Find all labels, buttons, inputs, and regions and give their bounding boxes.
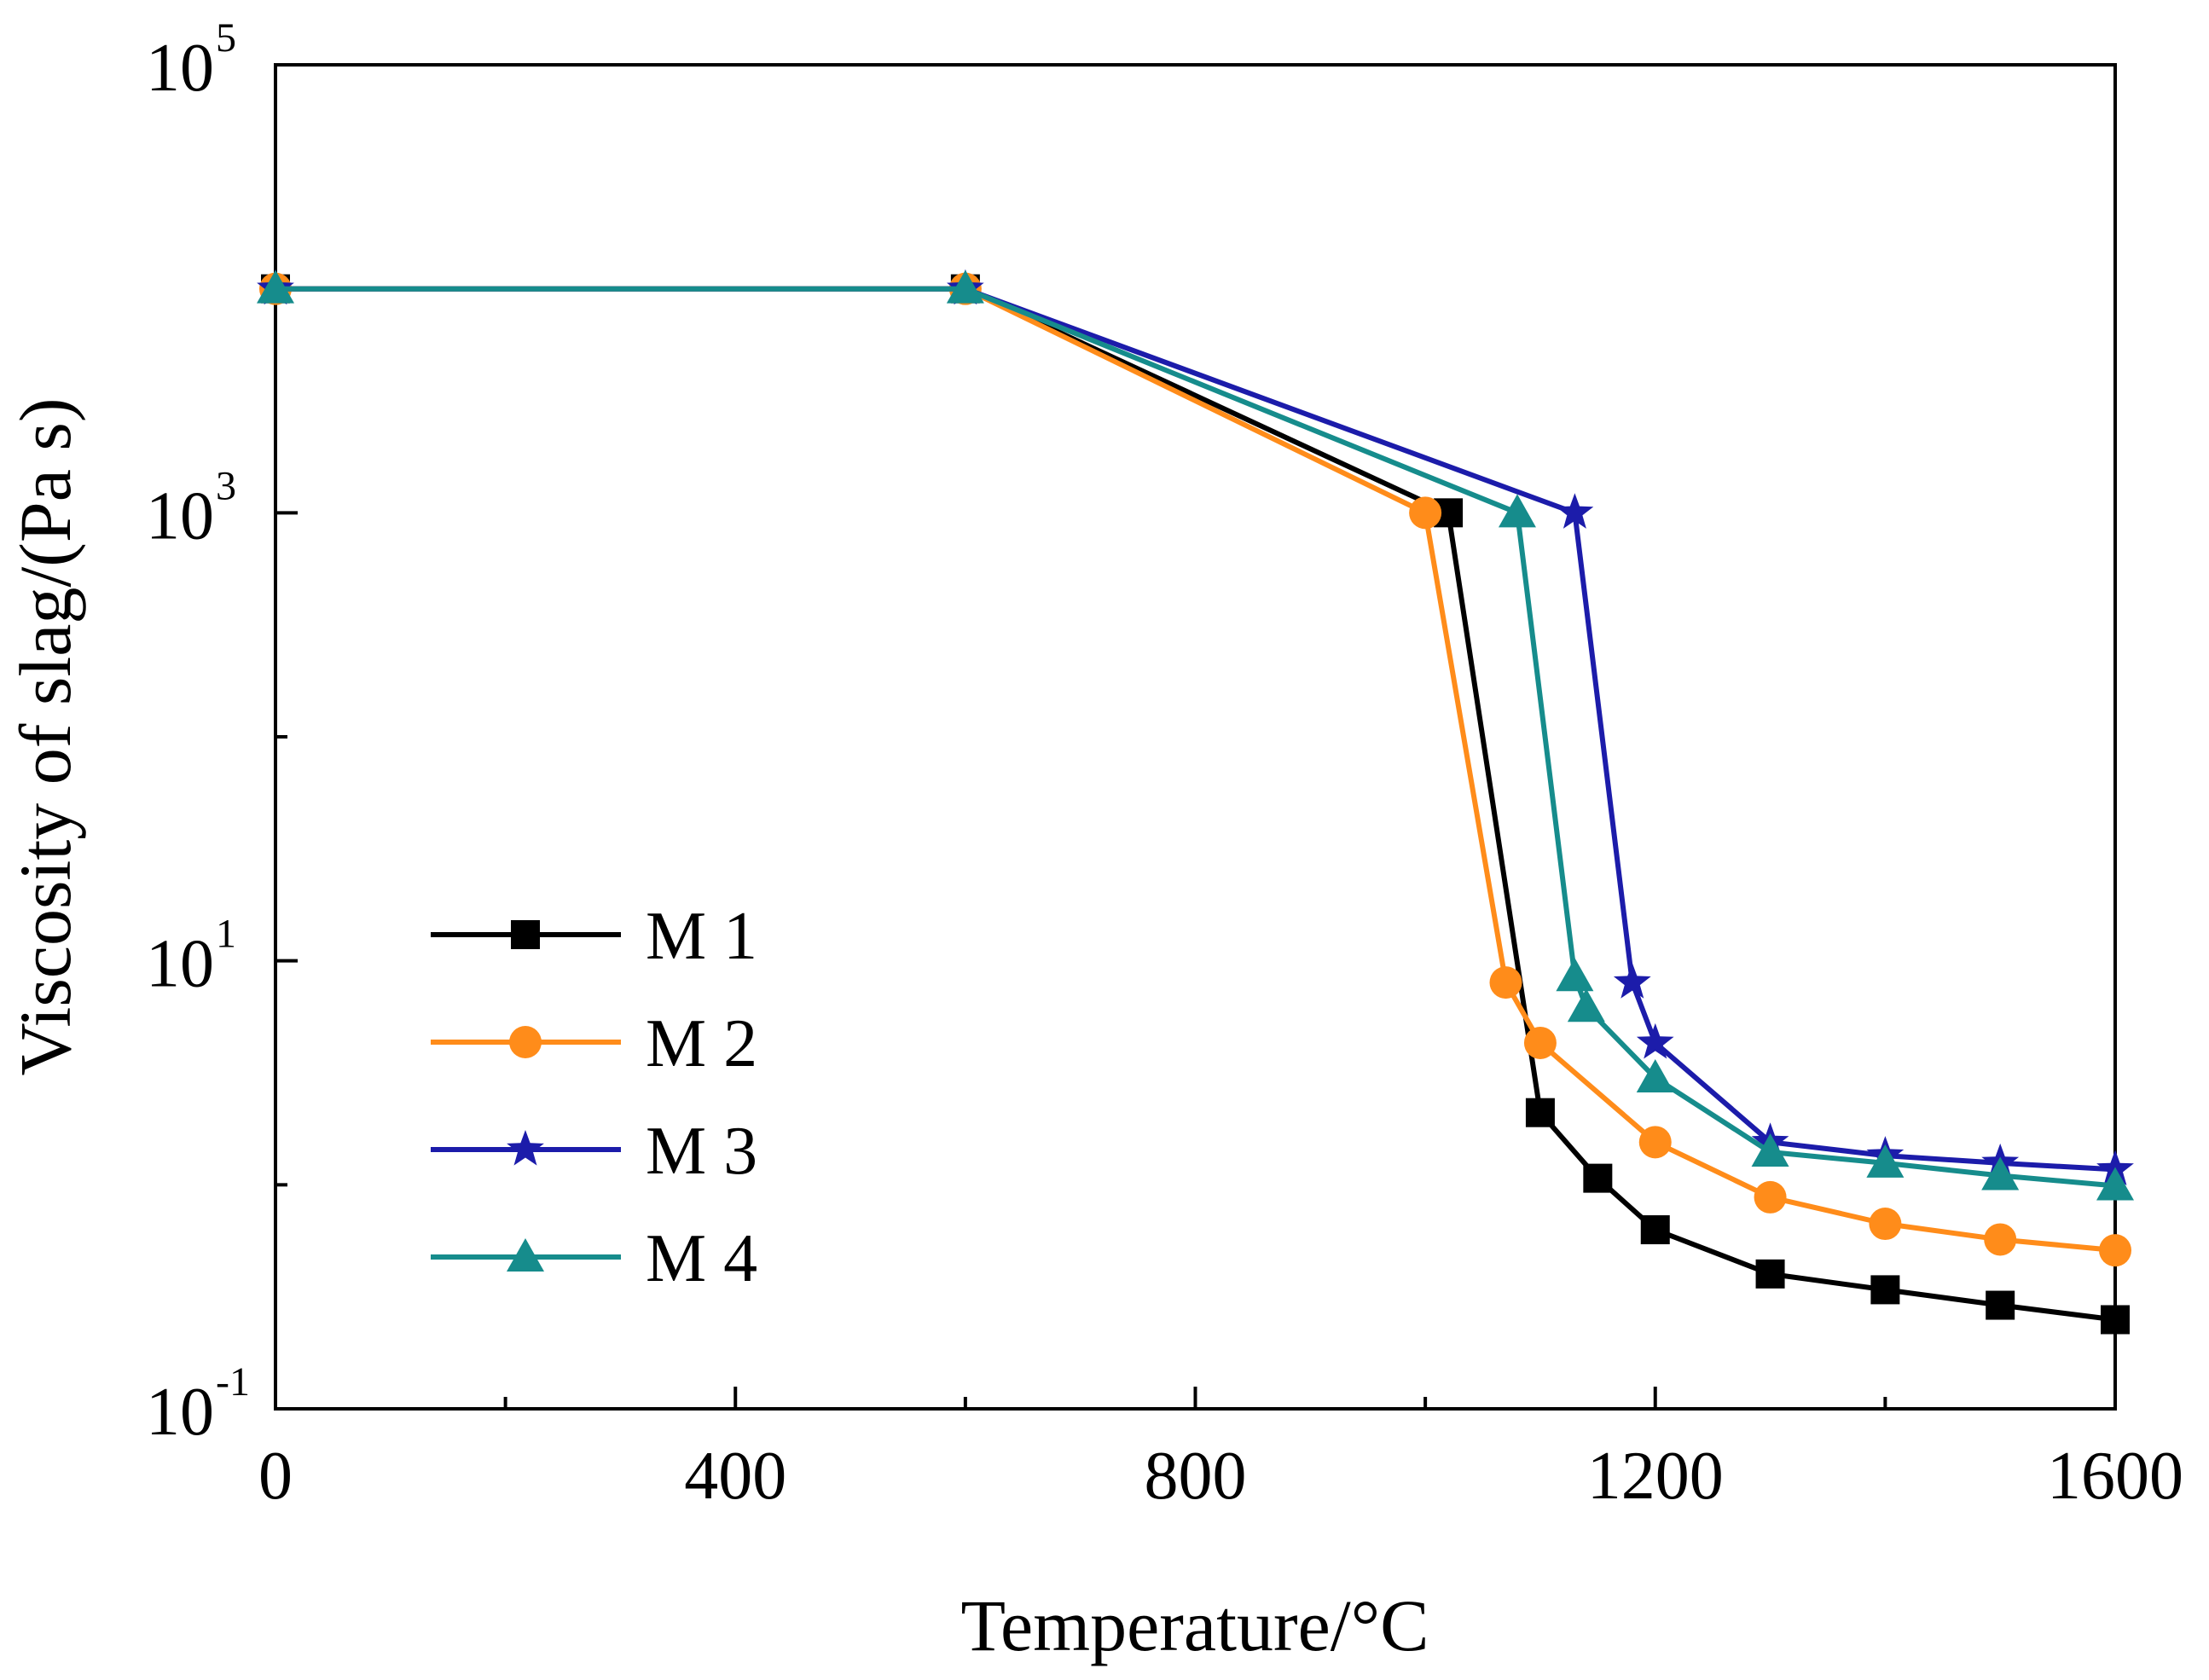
data-point: [1525, 1098, 1555, 1127]
data-point: [2096, 1167, 2134, 1201]
data-point: [2101, 1305, 2130, 1335]
y-axis-title: Viscosity of slag/(Pa s): [4, 397, 86, 1075]
data-point: [1755, 1259, 1785, 1289]
legend-marker: [509, 1026, 542, 1058]
series-2: [259, 272, 2131, 1267]
x-axis-ticks: 0 400 800 1200 1600: [258, 1387, 2183, 1514]
data-point: [1523, 1026, 1557, 1059]
y-tick-exponent: 3: [216, 463, 236, 508]
data-point: [1498, 494, 1536, 528]
legend-label: M 2: [646, 1006, 757, 1081]
data-point: [1583, 1163, 1613, 1193]
y-tick-exponent: -1: [216, 1359, 250, 1405]
data-point: [1613, 963, 1651, 999]
data-point: [1489, 966, 1522, 999]
data-point: [1636, 1059, 1674, 1093]
data-point: [1638, 1126, 1672, 1159]
legend-item: M 2: [431, 1006, 757, 1081]
x-tick-label: 800: [1145, 1439, 1247, 1514]
data-point: [2099, 1234, 2131, 1267]
legend-item: M 3: [431, 1114, 757, 1189]
data-point: [1751, 1133, 1789, 1167]
y-tick-label: 10: [146, 1375, 214, 1450]
legend: M 1 M 2 M 3 M 4: [431, 899, 757, 1296]
plot-frame: [274, 63, 2117, 1411]
data-point: [1870, 1275, 1900, 1305]
series-line: [275, 286, 2116, 1189]
data-point: [1986, 1290, 2015, 1320]
y-tick-label: 10: [146, 478, 214, 553]
legend-label: M 4: [646, 1221, 757, 1296]
x-tick-label: 1200: [1587, 1439, 1724, 1514]
y-tick-exponent: 5: [216, 15, 236, 61]
data-point: [1556, 958, 1594, 992]
legend-item: M 4: [431, 1221, 757, 1296]
y-tick-label: 10: [146, 31, 214, 106]
data-point: [1866, 1144, 1905, 1178]
data-point: [257, 269, 294, 304]
data-point: [1984, 1223, 2017, 1256]
legend-label: M 3: [646, 1114, 757, 1189]
legend-label: M 1: [646, 899, 757, 974]
data-point: [1556, 493, 1594, 529]
series-line: [275, 286, 2116, 1254]
y-tick-exponent: 1: [216, 912, 236, 957]
data-point: [1636, 1022, 1674, 1059]
data-point: [1640, 1215, 1670, 1245]
series-1: [261, 274, 2130, 1335]
series-4: [257, 269, 2134, 1201]
data-point: [1981, 1156, 2020, 1190]
data-point: [1869, 1208, 1902, 1241]
data-point: [1567, 988, 1605, 1022]
series-line: [275, 286, 2116, 1323]
x-tick-label: 1600: [2047, 1439, 2183, 1514]
legend-marker: [507, 1130, 544, 1166]
data-point: [946, 269, 984, 304]
legend-item: M 1: [431, 899, 757, 974]
x-tick-label: 400: [684, 1439, 786, 1514]
legend-marker: [511, 920, 540, 949]
x-tick-label: 0: [258, 1439, 293, 1514]
series-line: [275, 286, 2116, 1173]
data-point: [1754, 1180, 1787, 1214]
series-layer: [257, 269, 2134, 1335]
data-point: [1409, 496, 1442, 530]
y-tick-label: 10: [146, 927, 214, 1002]
x-axis-title: Temperature/°C: [961, 1584, 1429, 1666]
legend-marker: [507, 1238, 544, 1272]
